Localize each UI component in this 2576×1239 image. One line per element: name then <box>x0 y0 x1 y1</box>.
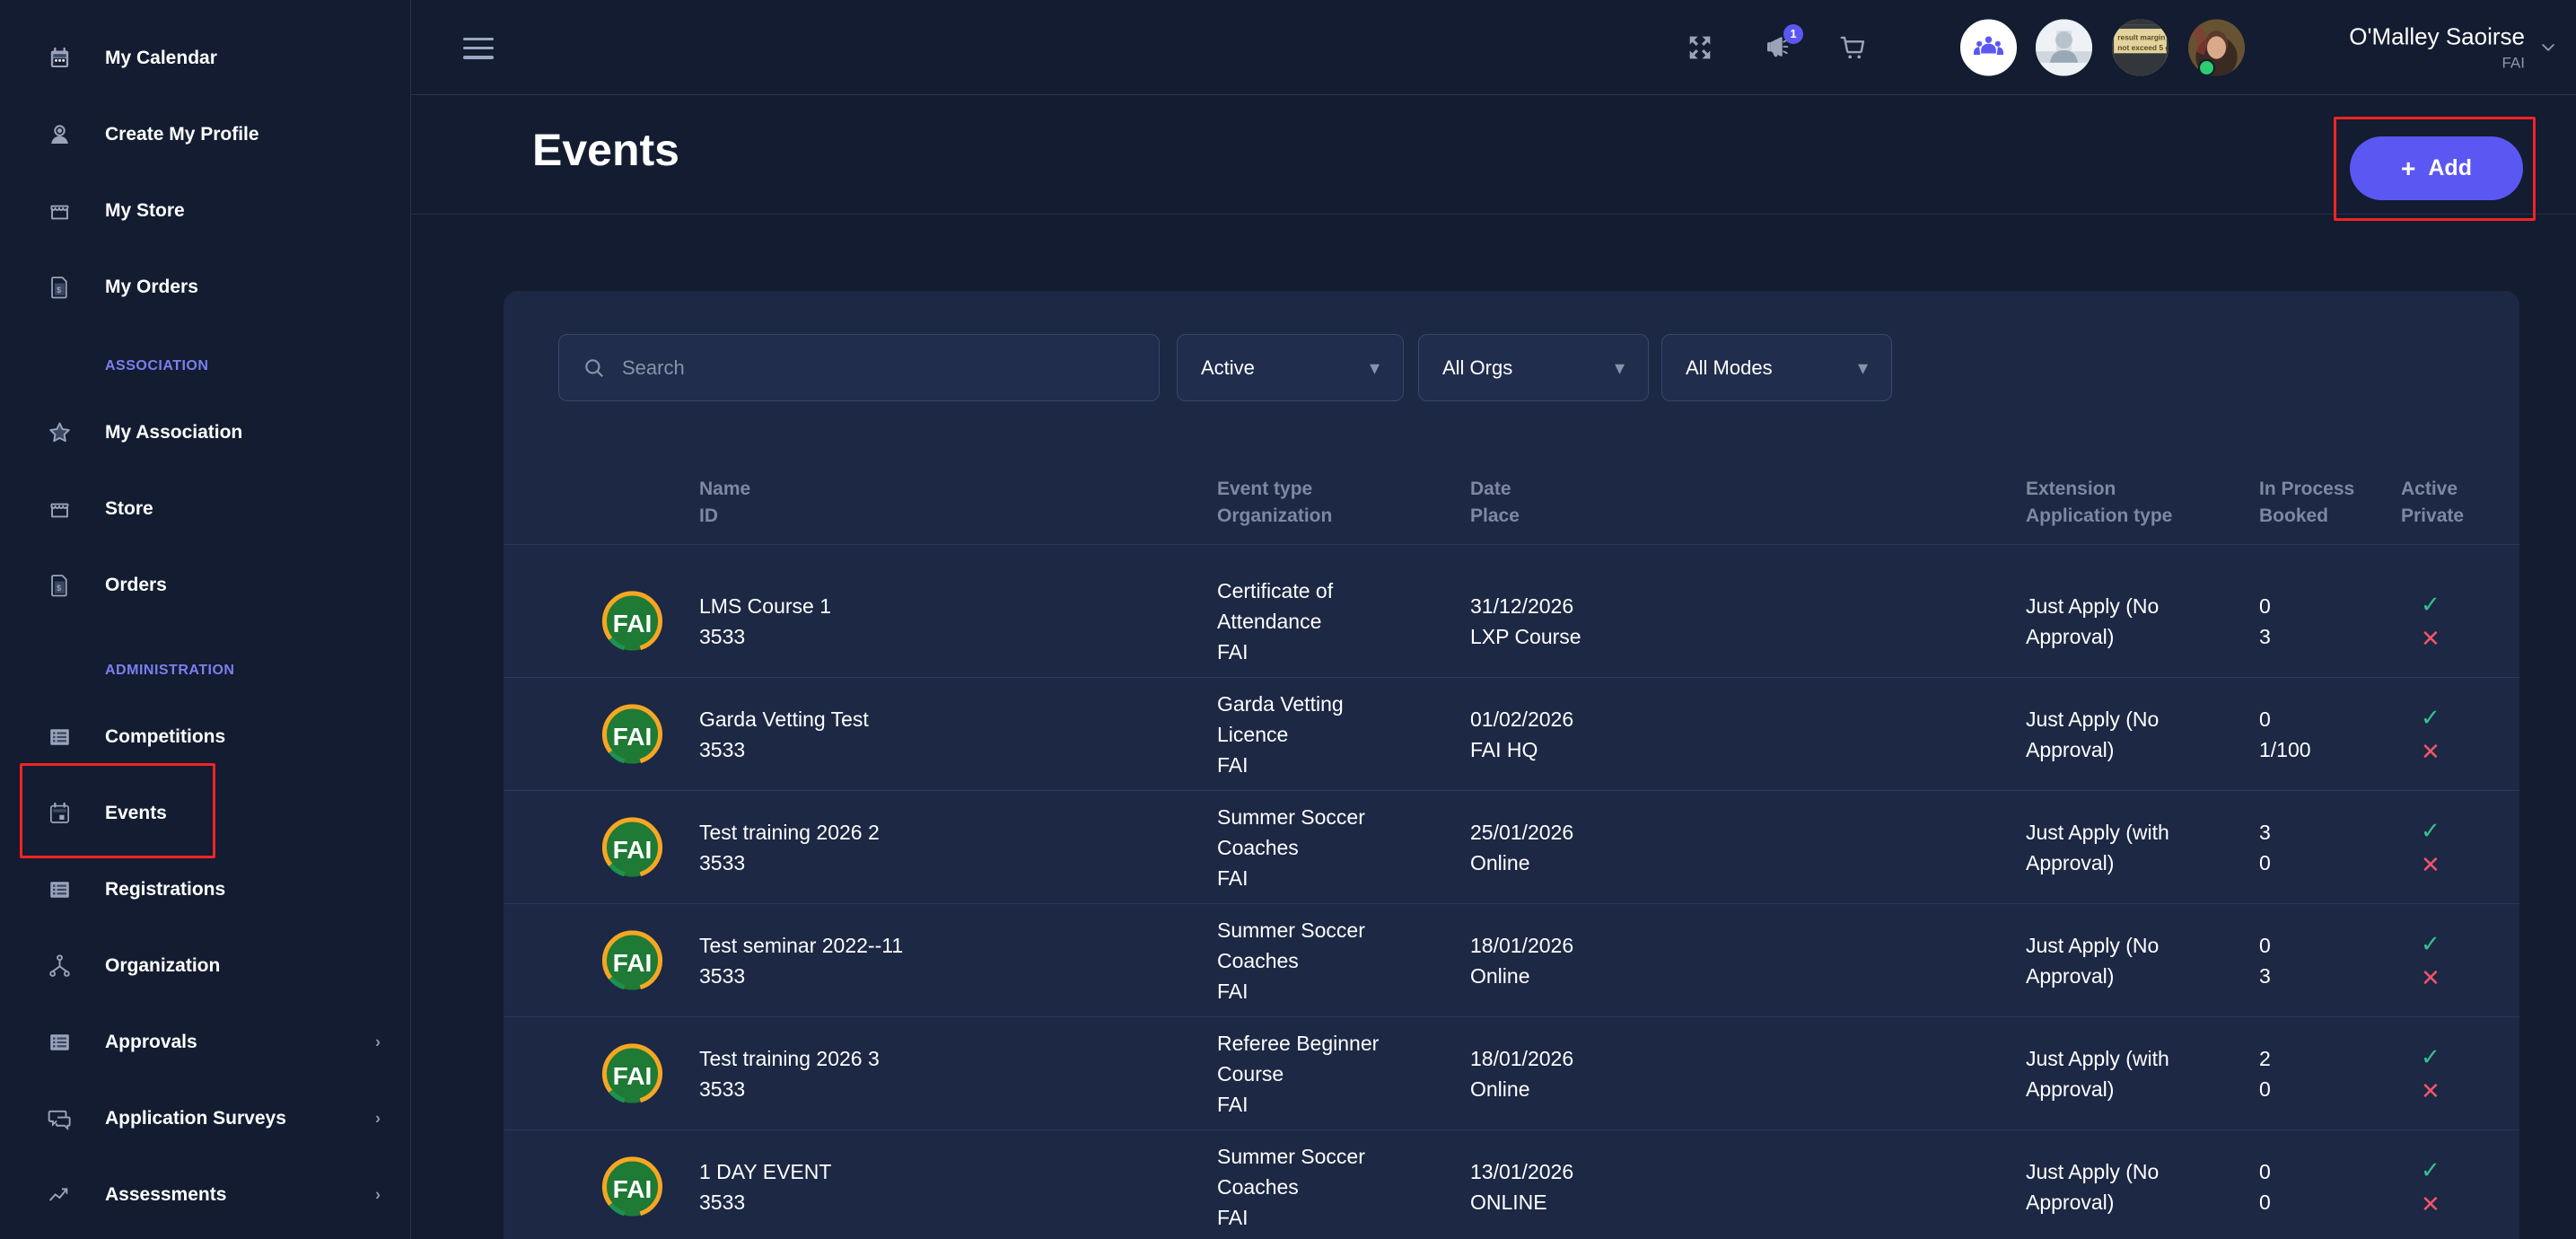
svg-text:result margin on: result margin on <box>2117 32 2169 41</box>
svg-text:not exceed 5 goals.: not exceed 5 goals. <box>2117 43 2169 52</box>
svg-text:$: $ <box>57 584 61 593</box>
svg-text:$: $ <box>57 286 61 294</box>
